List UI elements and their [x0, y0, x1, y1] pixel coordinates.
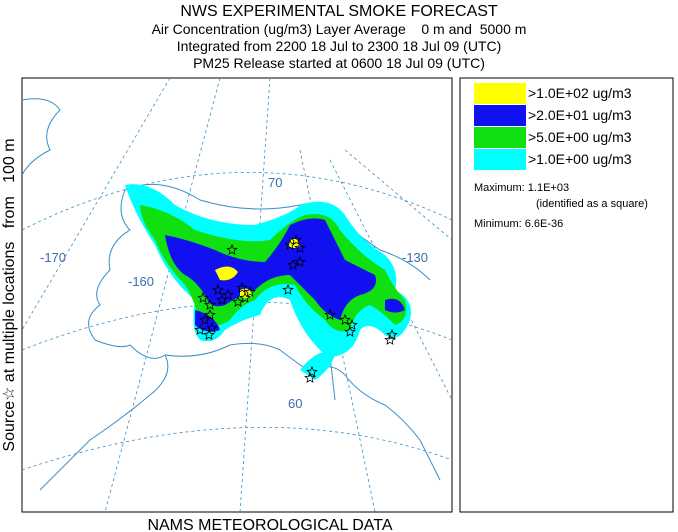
source-star [294, 255, 306, 267]
source-star [244, 285, 256, 297]
title: NWS EXPERIMENTAL SMOKE FORECAST [180, 3, 498, 20]
legend-swatch [474, 149, 526, 170]
legend-label: >5.0E+00 ug/m3 [528, 129, 632, 145]
source-star [203, 328, 215, 340]
subtitle: Air Concentration (ug/m3) Layer Average … [152, 21, 527, 37]
map-label: -130 [402, 250, 428, 265]
footer: NAMS METEOROLOGICAL DATA [147, 517, 392, 532]
map: 70 -170 -160 -130 60 [21, 77, 453, 513]
source-star [212, 283, 224, 295]
graticule [22, 78, 171, 331]
legend: >1.0E+02 ug/m3 >2.0E+01 ug/m3 >5.0E+00 ug/… [459, 77, 674, 513]
source-star [206, 321, 218, 333]
legend-label: >1.0E+02 ug/m3 [528, 85, 632, 101]
source-star [287, 258, 299, 270]
source-star [204, 308, 216, 320]
source-label: Source☆ at multiple locations from 100 m [1, 138, 18, 451]
plume [165, 218, 376, 320]
source-star [194, 323, 206, 335]
legend-swatch [474, 105, 526, 126]
source-star [236, 281, 248, 293]
source-star [232, 295, 244, 307]
map-label: -160 [128, 274, 154, 289]
graticule [22, 172, 452, 231]
map-label: 60 [288, 396, 302, 411]
plume [385, 298, 405, 313]
source-star [386, 328, 398, 340]
plume [300, 352, 335, 380]
source-star [222, 288, 234, 300]
maximum-note: (identified as a square) [536, 198, 648, 210]
legend-entries: >1.0E+02 ug/m3 >2.0E+01 ug/m3 >5.0E+00 ug/… [474, 83, 632, 170]
source-star [239, 291, 251, 303]
source-star [294, 241, 306, 253]
maximum: Maximum: 1.1E+03 [474, 182, 569, 194]
source-markers [194, 233, 398, 383]
legend-label: >1.0E+00 ug/m3 [528, 151, 632, 167]
legend-label: >2.0E+01 ug/m3 [528, 107, 632, 123]
source-star [306, 365, 318, 377]
source-star [344, 325, 356, 337]
coastline [39, 189, 169, 491]
minimum: Minimum: 6.6E-36 [474, 218, 563, 230]
source-star [282, 283, 294, 295]
source-star [290, 233, 302, 245]
map-label: 70 [268, 175, 282, 190]
source-star [197, 291, 209, 303]
subtitle: Integrated from 2200 18 Jul to 2300 18 J… [177, 38, 502, 54]
graticule [344, 149, 452, 241]
legend-swatch [474, 83, 526, 104]
source-star [346, 318, 358, 330]
graticule [104, 78, 221, 512]
legend-swatch [474, 127, 526, 148]
source-star [339, 313, 351, 325]
plume [215, 266, 238, 281]
source-star [204, 298, 216, 310]
source-star [324, 308, 336, 320]
graticule [22, 426, 452, 471]
coastline [22, 98, 61, 176]
source-star [226, 243, 238, 255]
subtitle: PM25 Release started at 0600 18 Jul 09 (… [193, 55, 485, 71]
source-star [304, 371, 316, 383]
map-label: -170 [40, 250, 66, 265]
